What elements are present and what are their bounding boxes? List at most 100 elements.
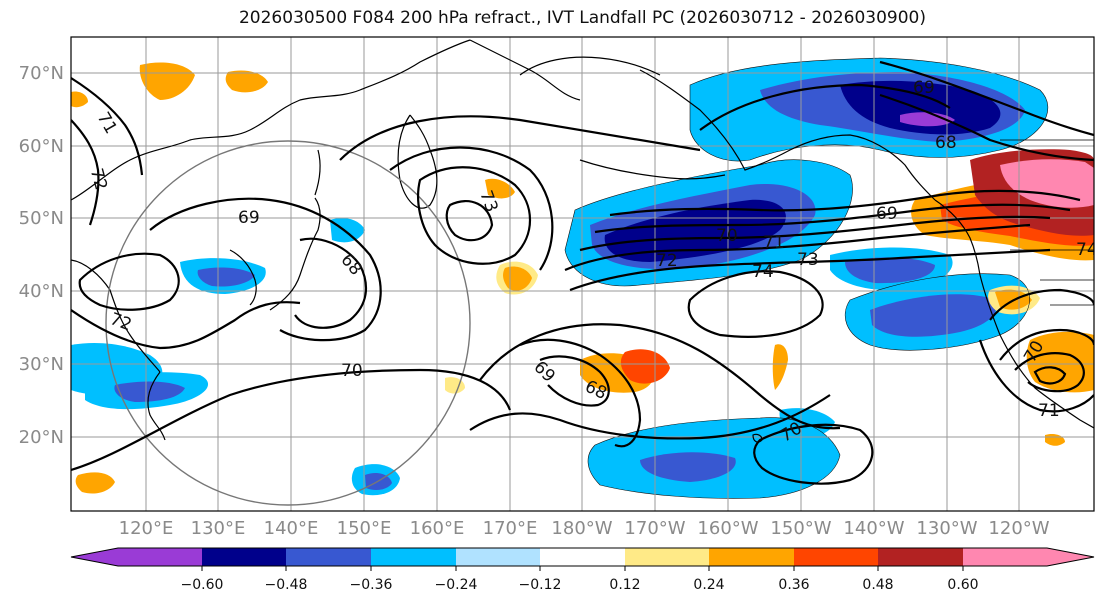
contour-71-mid [469,394,831,440]
shade-asia-yellow [71,91,88,108]
longitude-label: 170°W [624,518,685,539]
coastline-westcoast [979,274,1094,429]
colorbar-tick-label: −0.48 [265,577,308,593]
contour-68-east [879,93,1094,162]
plot-frame [70,36,1095,512]
contour-70-west [71,368,512,472]
contour-jet-72 [564,223,1031,272]
shade-west4-light [330,218,365,243]
contour-74 [687,270,824,338]
colorbar-tick-label: −0.60 [181,577,224,593]
colorbar-ticks [201,566,964,571]
latitude-label: 20°N [19,427,64,448]
longitude-label: 130°W [916,518,977,539]
shade-subtrop-mid [640,452,736,482]
latitude-label: 70°N [19,63,64,84]
longitude-label: 140°E [264,518,319,539]
colorbar-tick-label: 0.12 [609,577,640,593]
shade-ep-mid [870,294,996,337]
contour-label: 70 [341,361,363,381]
colorbar-tick-label: −0.24 [435,577,478,593]
colorbar-tick-label: 0.24 [693,577,724,593]
longitude-label: 160°E [410,518,465,539]
contour-label: 71 [763,233,785,253]
contour-label: 68 [935,133,957,153]
contour-70-east [1014,352,1085,393]
contour-label: 71 [1038,401,1060,421]
contour-jet-69 [609,189,1081,217]
latitude-label: 40°N [19,281,64,302]
contour-low-kamchatka [445,200,494,242]
colorbar-tick-label: 0.48 [862,577,893,593]
contour-label: 70 [716,226,738,246]
colorbar-outline [70,547,1095,567]
shade-pacific-dark [604,199,786,262]
contour-label: 69 [913,78,935,98]
colorbar-segment [456,548,540,566]
shade-orange-small1 [772,344,788,390]
shade-west3-mid [197,267,255,287]
colorbar-segment [1047,548,1094,566]
contour-72-kamchatka [389,146,554,271]
colorbar-tick-label: 0.36 [778,577,809,593]
contour-72-west [71,301,301,350]
coastline-kamchatka-west [397,114,411,181]
coastline-bc [934,199,981,276]
contour-label: 69 [238,208,260,228]
coastline-japan [269,197,321,311]
contour-sub-east [1033,366,1067,385]
contour-label: 72 [656,251,678,271]
contour-jet-70 [594,203,1071,234]
longitude-label: 130°E [191,518,246,539]
longitude-label: 120°W [988,518,1049,539]
coastline-philippines [147,371,166,441]
colorbar-tick-label: 0.60 [947,577,978,593]
contour-label: 74 [752,262,774,282]
latitude-label: 60°N [19,136,64,157]
contour-69-mid [519,338,642,448]
colorbar-segment [371,548,456,566]
contour-label: 73 [797,250,819,270]
contour-label-group: 71 72 69 68 70 72 73 69 68 70 72 71 73 7… [86,78,1098,447]
contour-jet-71 [579,215,1051,252]
contour-71-east [999,328,1094,361]
colorbar-segment [202,548,286,566]
shade-mid-red [620,349,670,384]
contour-label: 74 [1076,240,1098,260]
longitude-label: 150°E [337,518,392,539]
contour-alaska-loop [699,83,951,131]
colorbar: −0.60 −0.48 −0.36 −0.24 −0.12 0.12 0.24 … [70,547,1095,593]
coastline-alaska-north [519,56,661,76]
shade-ep2-mid [845,257,935,284]
colorbar-segment [71,548,118,566]
contour-70-south [753,423,874,485]
latitude-label: 50°N [19,208,64,229]
longitude-label: 140°W [843,518,904,539]
shade-asia-orange [139,62,195,100]
colorbar-segment [625,548,709,566]
colorbar-segment [709,548,794,566]
longitude-axis: 120°E 130°E 140°E 150°E 160°E 170°E 180°… [119,518,1050,539]
contour-69-japan [149,197,382,342]
contour-69-east [879,60,1094,137]
coastline-korea [229,249,257,306]
graticule [71,37,1094,511]
colorbar-tick-label: −0.12 [519,577,562,593]
map-title: 2026030500 F084 200 hPa refract., IVT La… [238,8,926,28]
contour-72-nw [71,119,100,226]
coastline-aleutians [579,159,726,180]
contour-jet-73 [569,248,1051,292]
shade-asia-orange2 [225,70,268,93]
refractivity-contours [71,60,1094,485]
longitude-label: 120°E [119,518,174,539]
coastline-alaska [639,69,936,201]
contour-70-mid [479,323,841,430]
coastline-sakhalin [314,149,321,196]
colorbar-segment [540,548,625,566]
contour-71-se [978,339,1094,413]
coastline-kamchatka [399,114,438,209]
coastlines [71,39,1094,443]
shade-westcoast-pink [1000,159,1094,208]
contour-72-se [989,288,1094,321]
